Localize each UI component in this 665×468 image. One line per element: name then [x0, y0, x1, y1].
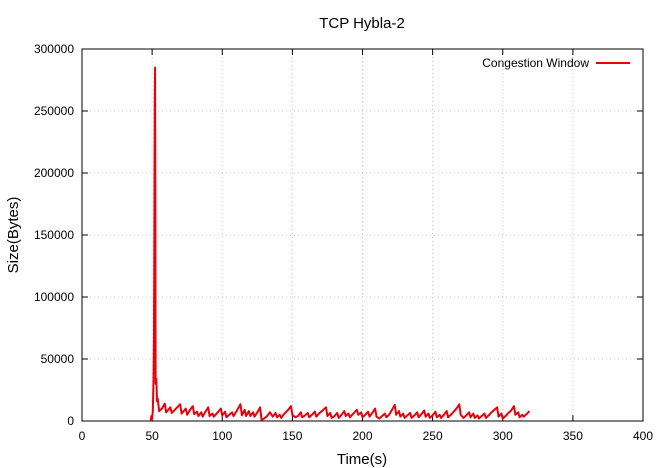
- y-tick-label: 50000: [41, 352, 75, 366]
- y-tick-label: 200000: [34, 166, 74, 180]
- y-tick-label: 150000: [34, 228, 74, 242]
- x-tick-label: 250: [423, 429, 443, 443]
- y-tick-label: 300000: [34, 42, 74, 56]
- x-tick-label: 350: [563, 429, 583, 443]
- x-tick-label: 150: [282, 429, 302, 443]
- x-axis-title: Time(s): [337, 451, 387, 468]
- series-line-congestion-window: [149, 66, 531, 422]
- y-tick-label: 250000: [34, 104, 74, 118]
- y-axis-title: Size(Bytes): [5, 197, 22, 274]
- axis-ticks: 0 50 100 150 200 250 300 350 400 0 50000 100000 1500…: [34, 42, 653, 443]
- y-tick-label: 0: [67, 414, 74, 428]
- legend: Congestion Window: [482, 56, 630, 70]
- legend-label-congestion-window: Congestion Window: [482, 56, 589, 70]
- series-group: [149, 66, 531, 422]
- x-tick-label: 50: [145, 429, 159, 443]
- y-tick-label: 100000: [34, 290, 74, 304]
- grid: [82, 49, 643, 421]
- x-tick-label: 400: [633, 429, 653, 443]
- x-tick-label: 100: [212, 429, 232, 443]
- x-tick-label: 0: [79, 429, 86, 443]
- x-tick-label: 200: [352, 429, 372, 443]
- x-tick-label: 300: [493, 429, 513, 443]
- chart-title: TCP Hybla-2: [319, 15, 405, 32]
